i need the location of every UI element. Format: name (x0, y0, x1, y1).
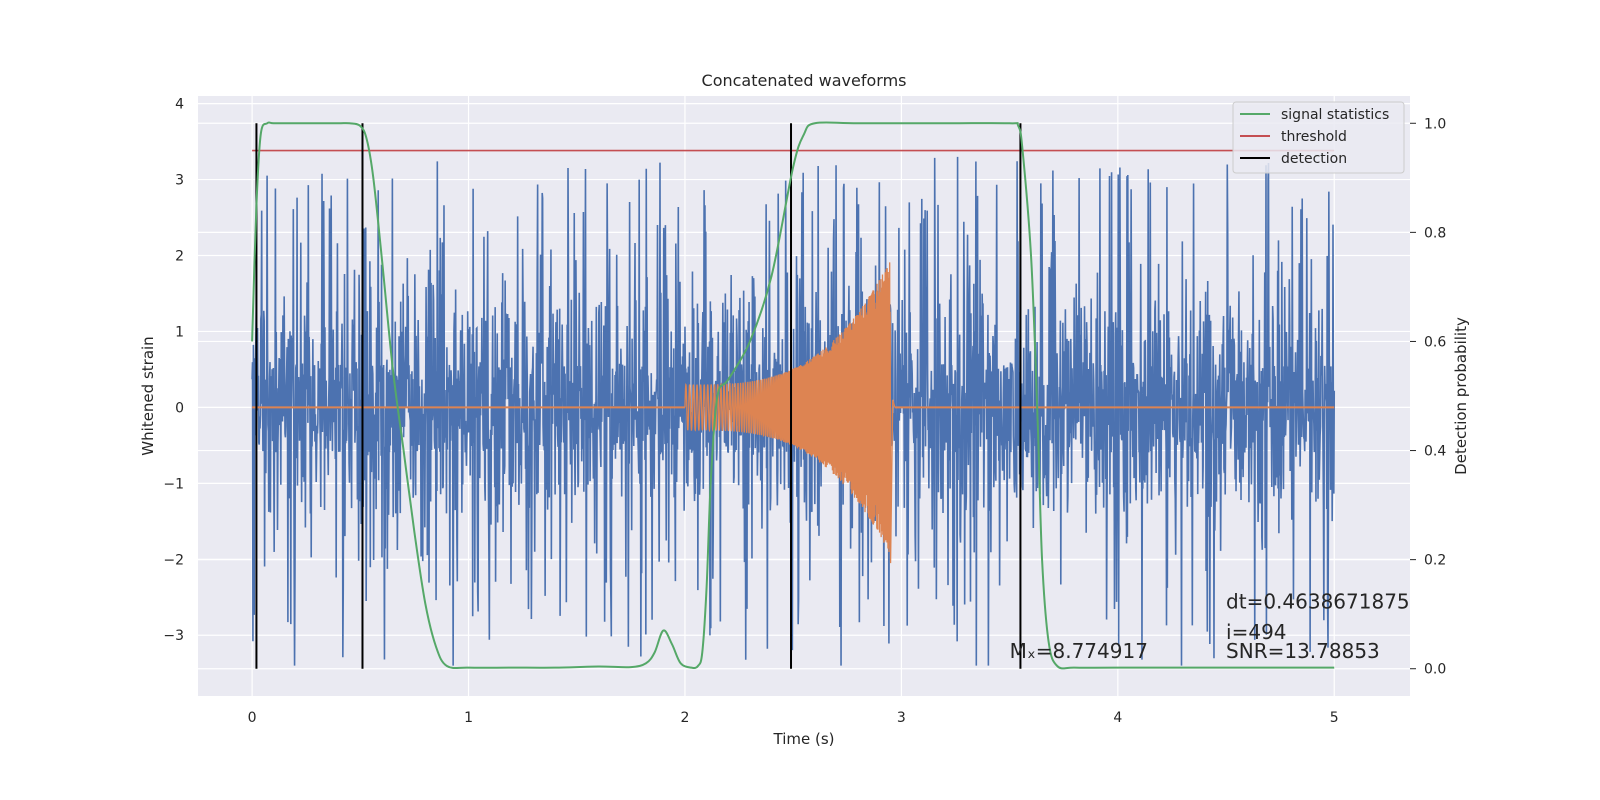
x-tick-label: 4 (1113, 710, 1122, 726)
x-tick-label: 1 (464, 710, 473, 726)
y-axis-label: Whitened strain (139, 336, 157, 455)
y2-tick-label: 0.8 (1424, 225, 1446, 241)
y-tick-label: 1 (175, 324, 184, 340)
axis-ticks: 0 1 2 3 4 5 −3 −2 −1 0 1 2 3 4 0.0 0.2 0.4 0.6 0.8 1.0 (163, 97, 1446, 726)
injected-waveform-series (252, 262, 1335, 564)
legend-frame (1232, 101, 1405, 174)
y2-tick-label: 1.0 (1424, 116, 1446, 132)
y2-tick-label: 0.2 (1424, 553, 1446, 569)
y-tick-label: 4 (175, 97, 184, 113)
y2-tick-label: 0.4 (1424, 444, 1446, 460)
annotation-text: i=494 (1226, 620, 1287, 644)
annotations: Mₓ=8.774917 dt=0.4638671875 i=494SNR=13.7… (1010, 590, 1410, 663)
legend-label-detection: detection (1281, 151, 1347, 167)
y-tick-label: 0 (175, 400, 184, 416)
y-tick-label: −2 (163, 552, 184, 568)
injected-chirp-line (684, 262, 896, 564)
signal-statistics-line (251, 121, 1335, 670)
chart-title: Concatenated waveforms (702, 71, 907, 90)
legend: signal statistics threshold detection (1232, 101, 1405, 174)
y2-axis-label: Detection probability (1452, 317, 1470, 475)
x-axis-label: Time (s) (773, 730, 835, 748)
y-tick-label: −3 (163, 628, 184, 644)
y2-tick-label: 0.6 (1424, 334, 1446, 350)
y-tick-label: −1 (163, 476, 184, 492)
x-tick-label: 5 (1330, 710, 1339, 726)
annotation-text: Mₓ=8.774917 (1010, 639, 1148, 663)
x-tick-label: 2 (681, 710, 690, 726)
annotation-text: SNR=13.78853 (1226, 639, 1380, 663)
annotation-text: dt=0.4638671875 (1226, 590, 1410, 614)
y-tick-label: 2 (175, 248, 184, 264)
legend-label-signal-statistics: signal statistics (1281, 107, 1389, 123)
y2-tick-label: 0.0 (1424, 662, 1446, 678)
y-tick-label: 3 (175, 173, 184, 189)
x-tick-label: 0 (248, 710, 257, 726)
x-tick-label: 3 (897, 710, 906, 726)
legend-label-threshold: threshold (1281, 129, 1347, 145)
signal-statistics-series (251, 121, 1335, 670)
